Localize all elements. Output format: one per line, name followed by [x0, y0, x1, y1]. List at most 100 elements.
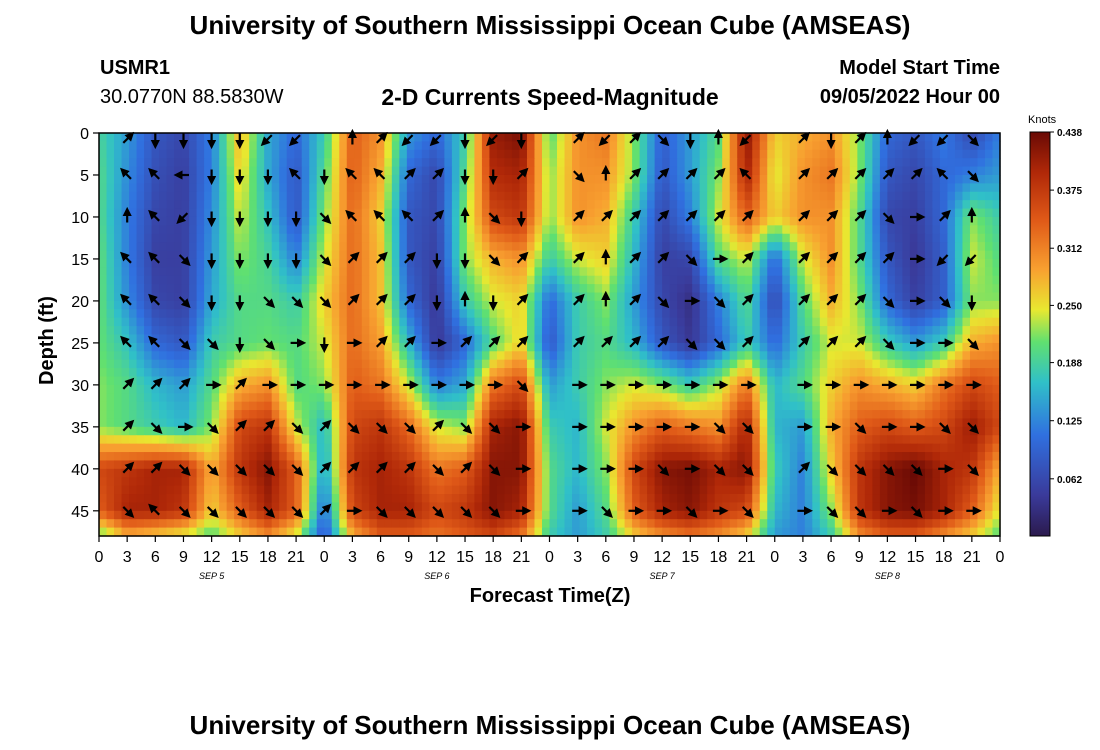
heatmap-cell: [196, 267, 205, 277]
heatmap-cell: [647, 443, 656, 453]
heatmap-cell: [894, 300, 903, 310]
heatmap-cell: [339, 359, 348, 369]
heatmap-cell: [444, 166, 453, 176]
heatmap-cell: [324, 309, 333, 319]
heatmap-cell: [421, 200, 430, 210]
heatmap-cell: [466, 275, 476, 285]
heatmap-cell: [692, 334, 701, 344]
heatmap-cell: [309, 326, 318, 336]
heatmap-cell: [234, 342, 243, 352]
heatmap-cell: [797, 141, 806, 151]
heatmap-cell: [864, 233, 873, 243]
heatmap-cell: [391, 292, 400, 302]
heatmap-cell: [984, 426, 994, 436]
heatmap-cell: [632, 452, 641, 462]
heatmap-cell: [827, 317, 836, 327]
heatmap-cell: [804, 435, 813, 445]
heatmap-cell: [534, 435, 543, 445]
heatmap-cell: [767, 410, 776, 420]
heatmap-cell: [354, 158, 363, 168]
heatmap-cell: [279, 208, 288, 218]
heatmap-cell: [602, 351, 611, 361]
heatmap-cell: [144, 326, 153, 336]
heatmap-cell: [714, 267, 723, 277]
heatmap-cell: [954, 200, 964, 210]
heatmap-cell: [624, 141, 633, 151]
heatmap-cell: [654, 326, 663, 336]
heatmap-cell: [399, 326, 408, 336]
heatmap-cell: [174, 342, 183, 352]
heatmap-cell: [767, 300, 776, 310]
heatmap-cell: [917, 233, 926, 243]
heatmap-cell: [984, 267, 994, 277]
heatmap-cell: [992, 208, 1001, 218]
heatmap-cell: [617, 376, 626, 386]
heatmap-cell: [406, 410, 415, 420]
heatmap-cell: [947, 468, 956, 478]
heatmap-cell: [549, 368, 558, 378]
heatmap-cell: [496, 368, 506, 378]
heatmap-cell: [947, 309, 956, 319]
heatmap-cell: [617, 426, 626, 436]
heatmap-cell: [204, 191, 213, 201]
heatmap-cell: [812, 158, 821, 168]
heatmap-cell: [857, 275, 866, 285]
heatmap-cell: [789, 452, 798, 462]
heatmap-cell: [744, 410, 753, 420]
heatmap-cell: [909, 141, 919, 151]
heatmap-cells: [99, 133, 1001, 537]
heatmap-cell: [496, 242, 506, 252]
heatmap-cell: [301, 200, 310, 210]
heatmap-cell: [294, 393, 303, 403]
heatmap-cell: [707, 158, 716, 168]
heatmap-cell: [451, 216, 460, 226]
heatmap-cell: [774, 141, 783, 151]
heatmap-cell: [662, 443, 671, 453]
heatmap-cell: [541, 292, 551, 302]
heatmap-cell: [887, 292, 896, 302]
heatmap-cell: [331, 326, 340, 336]
heatmap-cell: [279, 284, 288, 294]
heatmap-cell: [894, 351, 903, 361]
heatmap-cell: [909, 233, 919, 243]
heatmap-cell: [587, 250, 596, 260]
heatmap-cell: [707, 300, 716, 310]
heatmap-cell: [264, 225, 273, 235]
heatmap-cell: [339, 326, 348, 336]
heatmap-cell: [594, 200, 603, 210]
heatmap-cell: [872, 233, 881, 243]
heatmap-cell: [707, 292, 716, 302]
heatmap-cell: [301, 443, 310, 453]
heatmap-cell: [842, 435, 851, 445]
heatmap-cell: [189, 208, 198, 218]
heatmap-cell: [526, 443, 536, 453]
heatmap-cell: [632, 216, 641, 226]
heatmap-cell: [774, 183, 783, 193]
heatmap-cell: [804, 158, 813, 168]
heatmap-cell: [954, 133, 964, 142]
heatmap-cell: [984, 410, 994, 420]
heatmap-cell: [324, 233, 333, 243]
heatmap-cell: [909, 384, 919, 394]
heatmap-cell: [181, 158, 190, 168]
heatmap-cell: [947, 242, 956, 252]
heatmap-cell: [301, 284, 310, 294]
heatmap-cell: [369, 435, 378, 445]
heatmap-cell: [384, 292, 393, 302]
heatmap-cell: [639, 166, 648, 176]
heatmap-cell: [624, 334, 633, 344]
heatmap-cell: [744, 368, 753, 378]
heatmap-cell: [947, 401, 956, 411]
heatmap-cell: [406, 158, 415, 168]
heatmap-cell: [354, 326, 363, 336]
heatmap-cell: [557, 410, 566, 420]
heatmap-cell: [541, 410, 551, 420]
heatmap-cell: [624, 174, 633, 184]
heatmap-cell: [316, 191, 325, 201]
heatmap-cell: [827, 216, 836, 226]
heatmap-cell: [249, 309, 258, 319]
heatmap-cell: [774, 401, 783, 411]
heatmap-cell: [226, 468, 235, 478]
heatmap-cell: [759, 393, 768, 403]
heatmap-cell: [797, 418, 806, 428]
